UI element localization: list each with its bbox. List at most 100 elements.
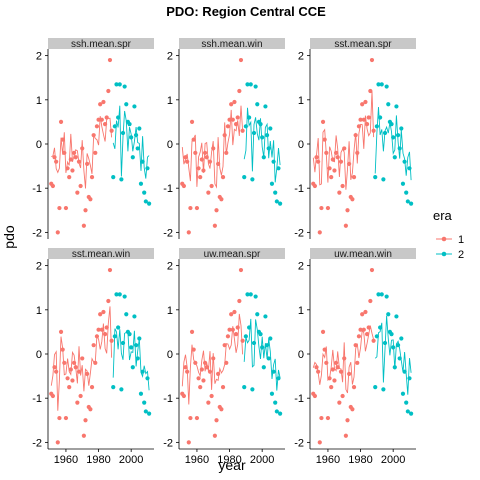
era-2-point — [273, 190, 278, 195]
y-tick-label: 2 — [167, 51, 173, 63]
era-2-point — [132, 104, 137, 109]
era-1-point — [94, 334, 100, 339]
era-1-point — [104, 115, 109, 120]
era-1-point — [201, 378, 206, 383]
era-1-point — [62, 150, 67, 155]
x-tick-label: 1960 — [54, 454, 78, 466]
era-2-point — [269, 181, 275, 186]
era-2-point — [392, 155, 397, 160]
era-2-point — [117, 292, 122, 297]
era-1-point — [99, 117, 104, 122]
y-tick-label: -1 — [163, 393, 173, 405]
era-2-point — [116, 115, 121, 120]
era-1-point — [216, 371, 221, 376]
era-1-point — [360, 102, 365, 107]
era-1-point — [196, 376, 201, 381]
era-1-point — [209, 393, 214, 399]
era-2-point — [379, 292, 384, 297]
era-2-point — [250, 387, 255, 392]
era-2-point — [147, 201, 152, 206]
era-2-point — [247, 115, 252, 120]
era-1-point — [212, 433, 217, 438]
era-1-point — [54, 369, 59, 374]
era-1-point — [232, 309, 237, 315]
era-1-point — [229, 102, 234, 107]
era-1-point — [356, 124, 362, 129]
era-1-point — [229, 312, 234, 317]
era-1-point — [60, 137, 65, 142]
era-1-point — [343, 223, 348, 228]
era-1-point — [369, 57, 375, 63]
era-1-point — [88, 407, 93, 412]
era-2-point — [374, 334, 379, 339]
era-1-point — [96, 117, 101, 122]
era-1-point — [316, 159, 321, 164]
x-tick-label: 1980 — [86, 454, 110, 466]
era-2-point — [400, 181, 406, 186]
era-1-point — [193, 360, 198, 365]
era-1-point — [68, 367, 73, 372]
era-1-point — [230, 327, 235, 332]
era-1-point — [194, 415, 200, 421]
era-1-point — [220, 175, 226, 180]
era-1-point — [209, 183, 214, 189]
era-2-point — [405, 409, 410, 414]
era-2-point — [255, 312, 260, 317]
era-2-point — [127, 332, 132, 337]
era-1-point — [314, 155, 319, 160]
era-1-point — [325, 415, 331, 421]
facet-panel: ssh.mean.win -2 -1 0 1 2 — [163, 38, 285, 239]
facet-panels: ssh.mean.spr-2-1012ssh.mean.win-2-1012ss… — [32, 38, 416, 466]
era-2-point — [266, 146, 271, 151]
era-1-point — [96, 327, 101, 332]
facet-panel: uw.mean.win 1960 1980 2000 -2 -1 0 1 2 — [294, 248, 416, 466]
era-2-point — [378, 325, 383, 330]
era-1-point — [224, 360, 229, 365]
era-2-point — [394, 104, 399, 109]
x-tick-label: 2000 — [250, 454, 274, 466]
era-2-point — [120, 130, 126, 136]
era-1-point — [67, 175, 72, 180]
era-1-point — [106, 88, 111, 94]
era-1-point — [340, 393, 345, 399]
era-2-point — [378, 115, 383, 120]
era-1-point — [85, 371, 90, 376]
era-1-point — [186, 230, 191, 235]
era-2-point — [278, 411, 283, 416]
y-tick-label: 2 — [36, 51, 42, 63]
era-1-point — [240, 338, 245, 343]
facet-strip — [310, 38, 416, 49]
era-2-point — [260, 345, 265, 350]
era-1-point — [76, 159, 82, 164]
era-1-point — [81, 433, 86, 438]
era-1-point — [233, 122, 239, 127]
y-tick-label: 1 — [36, 95, 42, 107]
era-1-fit-line — [312, 325, 375, 394]
era-1-point — [237, 88, 242, 94]
era-1-point — [98, 312, 103, 317]
era-2-point — [391, 135, 396, 140]
era-1-point — [358, 327, 363, 332]
era-1-point — [227, 117, 232, 122]
era-2-point — [133, 343, 139, 348]
era-2-fit-line — [243, 318, 281, 391]
y-tick-label: 0 — [36, 349, 42, 361]
era-1-point — [356, 334, 362, 339]
era-2-point — [384, 294, 389, 299]
era-1-point — [355, 150, 360, 155]
era-1-point — [214, 208, 219, 213]
era-1-point — [181, 393, 186, 399]
era-2-point — [374, 124, 379, 129]
era-1-point — [199, 157, 204, 162]
era-2-point — [273, 400, 278, 405]
era-2-point — [268, 336, 273, 341]
y-tick-label: -2 — [32, 437, 42, 449]
era-1-point — [332, 168, 337, 173]
era-1-point — [50, 183, 55, 189]
era-1-point — [98, 102, 103, 107]
legend-key-point — [441, 251, 447, 257]
era-1-point — [333, 150, 339, 155]
era-1-point — [371, 128, 376, 133]
era-1-fit-line — [312, 91, 375, 190]
era-1-point — [183, 365, 188, 370]
